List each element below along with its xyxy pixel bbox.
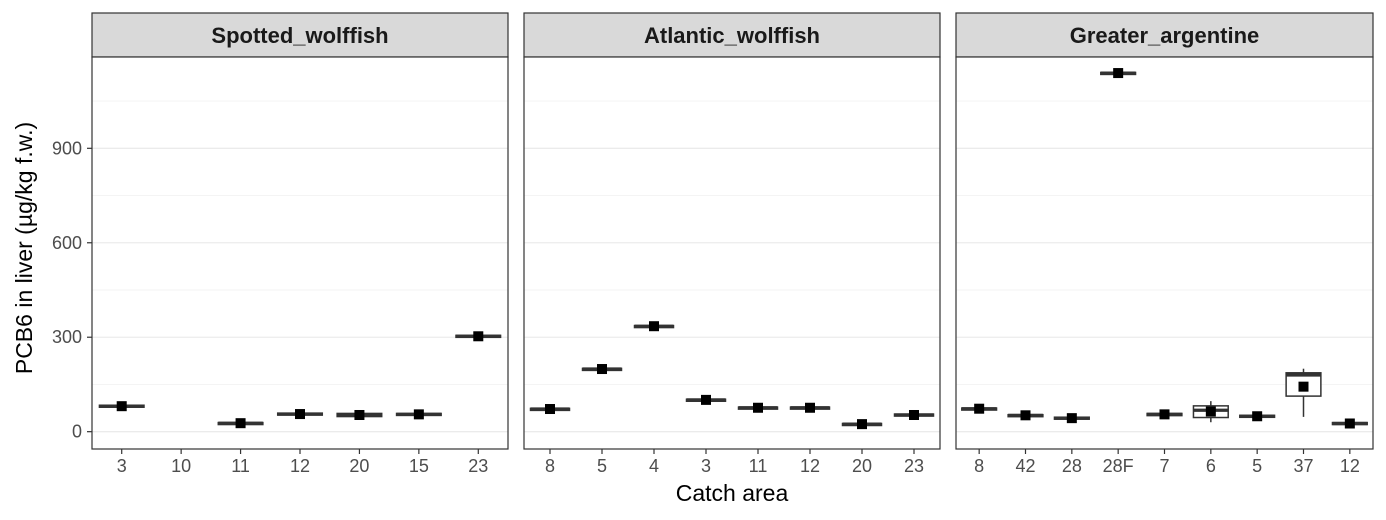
x-tick-label: 3 — [117, 456, 127, 476]
mean-marker — [473, 331, 484, 342]
boxplot-box — [633, 321, 675, 332]
panel-border — [523, 56, 941, 450]
boxplot-box — [98, 401, 145, 412]
boxplot-box — [893, 409, 935, 420]
mean-marker — [597, 364, 607, 375]
x-tick-label: 23 — [904, 456, 924, 476]
boxplot-box — [1146, 409, 1183, 420]
x-tick-label: 20 — [852, 456, 872, 476]
boxplot-box — [685, 394, 727, 405]
boxplot-box — [961, 403, 998, 414]
boxplot-box — [1331, 418, 1368, 429]
facet-panel: Spotted_wolffish 3 10 11 12 20 15 23 — [91, 12, 509, 476]
mean-marker — [1298, 381, 1309, 392]
x-tick-label: 37 — [1293, 456, 1313, 476]
mean-marker — [1344, 418, 1355, 429]
x-tick-label: 11 — [231, 456, 250, 476]
x-tick-label: 42 — [1015, 456, 1035, 476]
mean-marker — [1020, 410, 1031, 421]
mean-marker — [974, 403, 985, 414]
boxplot-box — [737, 402, 779, 413]
boxplot-box — [581, 364, 623, 375]
x-tick-label: 28F — [1103, 456, 1134, 476]
x-tick-label: 12 — [800, 456, 820, 476]
boxplot-box — [336, 409, 383, 420]
mean-marker — [649, 321, 659, 332]
boxplot-box — [529, 404, 571, 415]
boxplot-box — [1239, 411, 1276, 422]
mean-marker — [701, 394, 711, 405]
mean-marker — [235, 418, 246, 429]
mean-marker — [805, 402, 815, 413]
panel-border — [91, 56, 509, 450]
boxplot-box — [1100, 68, 1137, 79]
x-axis-title: Catch area — [676, 480, 789, 506]
y-tick-label: 0 — [72, 422, 82, 442]
x-tick-label: 8 — [974, 456, 984, 476]
x-tick-label: 28 — [1062, 456, 1082, 476]
x-tick-label: 6 — [1206, 456, 1216, 476]
y-tick-label: 600 — [52, 233, 82, 253]
boxplot-box — [395, 409, 442, 420]
boxplot-box — [276, 409, 324, 420]
boxplot-box — [455, 331, 502, 342]
mean-marker — [116, 401, 127, 412]
panel-background — [524, 57, 940, 449]
boxplot-box — [841, 419, 883, 430]
x-tick-label: 5 — [1252, 456, 1262, 476]
mean-marker — [753, 402, 763, 413]
x-tick-label: 20 — [349, 456, 369, 476]
mean-marker — [295, 409, 305, 420]
x-tick-label: 3 — [701, 456, 711, 476]
boxplot-box — [1192, 401, 1229, 423]
x-tick-label: 23 — [468, 456, 488, 476]
x-tick-label: 4 — [649, 456, 659, 476]
boxplot-box — [1007, 410, 1044, 421]
facet-title: Atlantic_wolffish — [644, 23, 820, 48]
mean-marker — [545, 404, 555, 415]
x-tick-label: 11 — [749, 456, 768, 476]
y-tick-label: 300 — [52, 327, 82, 347]
panel-background — [92, 57, 508, 449]
facet-title: Spotted_wolffish — [211, 23, 388, 48]
boxplot-box — [789, 402, 831, 413]
facet-strip — [91, 12, 509, 58]
y-tick-label: 900 — [52, 138, 82, 158]
mean-marker — [1159, 409, 1170, 420]
x-tick-label: 8 — [545, 456, 555, 476]
mean-marker — [1252, 411, 1263, 422]
boxplot-box — [1285, 368, 1322, 417]
mean-marker — [909, 409, 919, 420]
mean-marker — [1205, 406, 1216, 417]
mean-marker — [413, 409, 424, 420]
facet-panel: Greater_argentine 8 42 28 28F 7 6 5 37 12 — [955, 12, 1374, 476]
x-tick-label: 12 — [290, 456, 310, 476]
mean-marker — [1113, 68, 1124, 79]
facet-strip — [955, 12, 1374, 58]
x-tick-label: 10 — [171, 456, 191, 476]
x-tick-label: 5 — [597, 456, 607, 476]
mean-marker — [857, 419, 867, 430]
facet-title: Greater_argentine — [1070, 23, 1260, 48]
x-tick-label: 12 — [1340, 456, 1360, 476]
panel-border — [955, 56, 1374, 450]
mean-marker — [1066, 413, 1077, 424]
boxplot-box — [1053, 413, 1090, 424]
x-tick-label: 15 — [409, 456, 429, 476]
y-axis-title: PCB6 in liver (µg/kg f.w.) — [11, 122, 37, 374]
x-tick-label: 7 — [1159, 456, 1169, 476]
facet-panel: Atlantic_wolffish 8 5 4 3 11 12 20 23 — [523, 12, 941, 476]
boxplot-box — [217, 418, 264, 429]
mean-marker — [354, 409, 365, 420]
